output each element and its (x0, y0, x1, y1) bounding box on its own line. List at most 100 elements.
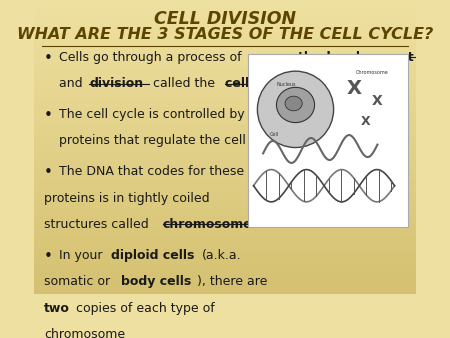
Bar (35, 103, 415, 107)
Bar (35, 26, 415, 30)
Text: In your: In your (59, 249, 107, 262)
Text: and: and (59, 77, 87, 90)
Text: X: X (347, 79, 362, 98)
Text: •: • (44, 51, 53, 66)
Bar (35, 280, 415, 283)
Bar (35, 221, 415, 225)
Text: copies of each type of: copies of each type of (72, 302, 215, 315)
Text: The cell cycle is controlled by: The cell cycle is controlled by (59, 108, 249, 121)
Bar (35, 85, 415, 89)
Bar (35, 4, 415, 8)
Text: somatic or: somatic or (44, 275, 114, 288)
Text: proteins is in tightly coiled: proteins is in tightly coiled (44, 192, 210, 204)
Bar (35, 214, 415, 217)
Bar (35, 206, 415, 210)
Text: cell cycle: cell cycle (225, 77, 289, 90)
Bar (35, 272, 415, 276)
Ellipse shape (257, 71, 333, 147)
Bar (35, 137, 415, 140)
Bar (35, 52, 415, 56)
Bar (35, 96, 415, 100)
Bar (35, 125, 415, 129)
Text: Cyclins: Cyclins (266, 108, 315, 121)
Text: WHAT ARE THE 3 STAGES OF THE CELL CYCLE?: WHAT ARE THE 3 STAGES OF THE CELL CYCLE? (17, 27, 433, 42)
Bar (35, 147, 415, 151)
Bar (35, 8, 415, 12)
Text: •: • (44, 108, 53, 123)
Text: CELL DIVISION: CELL DIVISION (154, 9, 296, 27)
Text: two: two (44, 302, 70, 315)
Text: proteins that regulate the cell cycle.: proteins that regulate the cell cycle. (59, 134, 287, 147)
Bar (35, 287, 415, 291)
Bar (35, 283, 415, 287)
Bar (35, 30, 415, 34)
Bar (35, 247, 415, 250)
Bar (35, 254, 415, 258)
Bar (35, 192, 415, 195)
Bar (35, 225, 415, 228)
Text: X: X (372, 94, 383, 107)
Text: Cells go through a process of: Cells go through a process of (59, 51, 246, 64)
Bar (35, 261, 415, 265)
Text: called the: called the (148, 77, 219, 90)
Bar (35, 258, 415, 261)
Text: •: • (44, 165, 53, 180)
Bar (35, 115, 415, 118)
Text: •: • (44, 249, 53, 264)
Bar (35, 34, 415, 38)
Bar (35, 111, 415, 115)
Text: body cells: body cells (121, 275, 191, 288)
Bar (35, 173, 415, 177)
Bar (35, 236, 415, 239)
Bar (35, 56, 415, 59)
Bar (35, 67, 415, 70)
Bar (35, 155, 415, 159)
Text: structures called: structures called (44, 218, 153, 231)
Bar (35, 159, 415, 162)
Text: X: X (361, 115, 371, 128)
Bar (35, 276, 415, 280)
Bar (35, 93, 415, 96)
Bar (35, 140, 415, 144)
Bar (35, 133, 415, 137)
Text: chromosomes: chromosomes (163, 218, 260, 231)
Text: ), there are: ), there are (198, 275, 268, 288)
Bar (35, 70, 415, 74)
Bar (35, 217, 415, 221)
Bar (35, 228, 415, 232)
Text: Nucleus: Nucleus (276, 82, 296, 87)
Bar (35, 23, 415, 26)
Bar (35, 195, 415, 199)
Bar (35, 19, 415, 23)
Bar (35, 45, 415, 48)
Bar (35, 184, 415, 188)
Bar (35, 243, 415, 247)
Bar (35, 78, 415, 81)
Bar (35, 12, 415, 15)
Bar (35, 15, 415, 19)
Ellipse shape (285, 96, 302, 111)
Text: diploid cells: diploid cells (111, 249, 194, 262)
Bar (35, 122, 415, 125)
Bar (35, 41, 415, 45)
Bar (35, 170, 415, 173)
Bar (35, 162, 415, 166)
Bar (35, 89, 415, 93)
Bar (35, 291, 415, 294)
Bar (35, 38, 415, 41)
Text: Cell: Cell (270, 132, 279, 137)
Bar (35, 151, 415, 155)
Bar (35, 269, 415, 272)
Bar (35, 188, 415, 192)
Bar (35, 210, 415, 214)
Text: growth, development: growth, development (263, 51, 414, 64)
Bar (35, 129, 415, 133)
Text: Chromosome: Chromosome (356, 70, 388, 75)
Bar (35, 177, 415, 180)
Bar (35, 1, 415, 4)
Bar (35, 63, 415, 67)
Bar (35, 265, 415, 269)
Bar (35, 232, 415, 236)
Text: chromosome: chromosome (44, 328, 125, 338)
Text: The DNA that codes for these: The DNA that codes for these (59, 165, 244, 178)
